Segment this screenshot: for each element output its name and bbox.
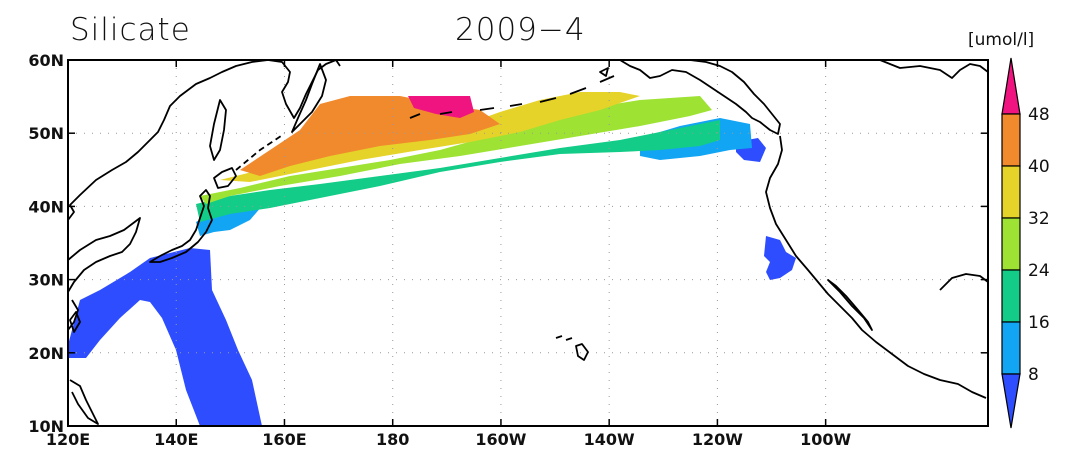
coastline-alaska-north [879, 59, 989, 79]
region-lowlat-west [68, 248, 262, 426]
lat-tick-label: 10N [28, 417, 64, 436]
lon-tick-label: 180 [376, 430, 409, 449]
colorbar: 8 16 24 32 40 48 [1001, 57, 1050, 429]
coastline-north-america [765, 135, 987, 399]
lon-tick-label: 120W [692, 430, 743, 449]
lon-tick-label: 120E [46, 430, 90, 449]
region-above-48 [408, 96, 474, 118]
lon-tick-label: 140W [584, 430, 635, 449]
coastline-taiwan [69, 311, 81, 333]
colorbar-label: 48 [1028, 105, 1050, 125]
coastline-philippines [69, 379, 99, 425]
variable-title: Silicate [70, 12, 191, 48]
lat-tick-label: 50N [28, 124, 64, 143]
colorbar-segment [1001, 269, 1021, 323]
lat-tick-label: 30N [28, 271, 64, 290]
colorbar-unit-label: [umol/l] [968, 30, 1035, 50]
lon-tick-label: 160W [475, 430, 526, 449]
coastline-baja [827, 279, 873, 331]
lon-tick-label: 140E [154, 430, 198, 449]
coastline-hokkaido [213, 167, 237, 189]
colorbar-segment [1001, 321, 1021, 375]
region-band-24-32 [200, 96, 712, 204]
coastline-kamchatka [291, 63, 327, 133]
coastlines [67, 59, 989, 425]
coastline-gulf-mexico [939, 273, 989, 291]
silicate-data-layer [68, 92, 796, 426]
colorbar-label: 40 [1028, 157, 1050, 177]
colorbar-segment [1001, 165, 1021, 219]
region-band-16-24 [196, 120, 720, 222]
lat-tick-label: 60N [28, 51, 64, 70]
coastline-japan [149, 189, 213, 263]
coastline-asia [67, 59, 341, 221]
axis-ticks: 120E 140E 160E 180 160W 140W 120W 100W 60N 50N 40N… [28, 51, 988, 449]
colorbar-segment [1001, 113, 1021, 167]
region-california-patch [764, 236, 796, 280]
colorbar-label: 24 [1028, 261, 1050, 281]
region-band-40-48 [240, 96, 500, 176]
gridlines [68, 60, 988, 426]
coastline-china-south [67, 299, 79, 331]
coastline-sakhalin [209, 99, 227, 161]
lat-tick-label: 40N [28, 197, 64, 216]
coastline-hawaii [555, 335, 589, 361]
colorbar-top-triangle [1001, 57, 1021, 115]
colorbar-label: 32 [1028, 209, 1050, 229]
lon-tick-label: 160E [262, 430, 306, 449]
lon-tick-label: 100W [800, 430, 851, 449]
coastline-small-island [599, 67, 609, 77]
colorbar-label: 16 [1028, 313, 1050, 333]
lat-tick-label: 20N [28, 344, 64, 363]
colorbar-segment [1001, 217, 1021, 271]
colorbar-bottom-triangle [1001, 373, 1021, 429]
coastline-kurils [235, 133, 285, 171]
coastline-korea-china [67, 217, 141, 293]
map-frame [67, 59, 989, 427]
date-title: 2009−4 [455, 12, 586, 48]
coastline-aleutians [409, 75, 615, 119]
colorbar-label: 8 [1028, 365, 1039, 385]
coastline-alaska [619, 59, 781, 135]
